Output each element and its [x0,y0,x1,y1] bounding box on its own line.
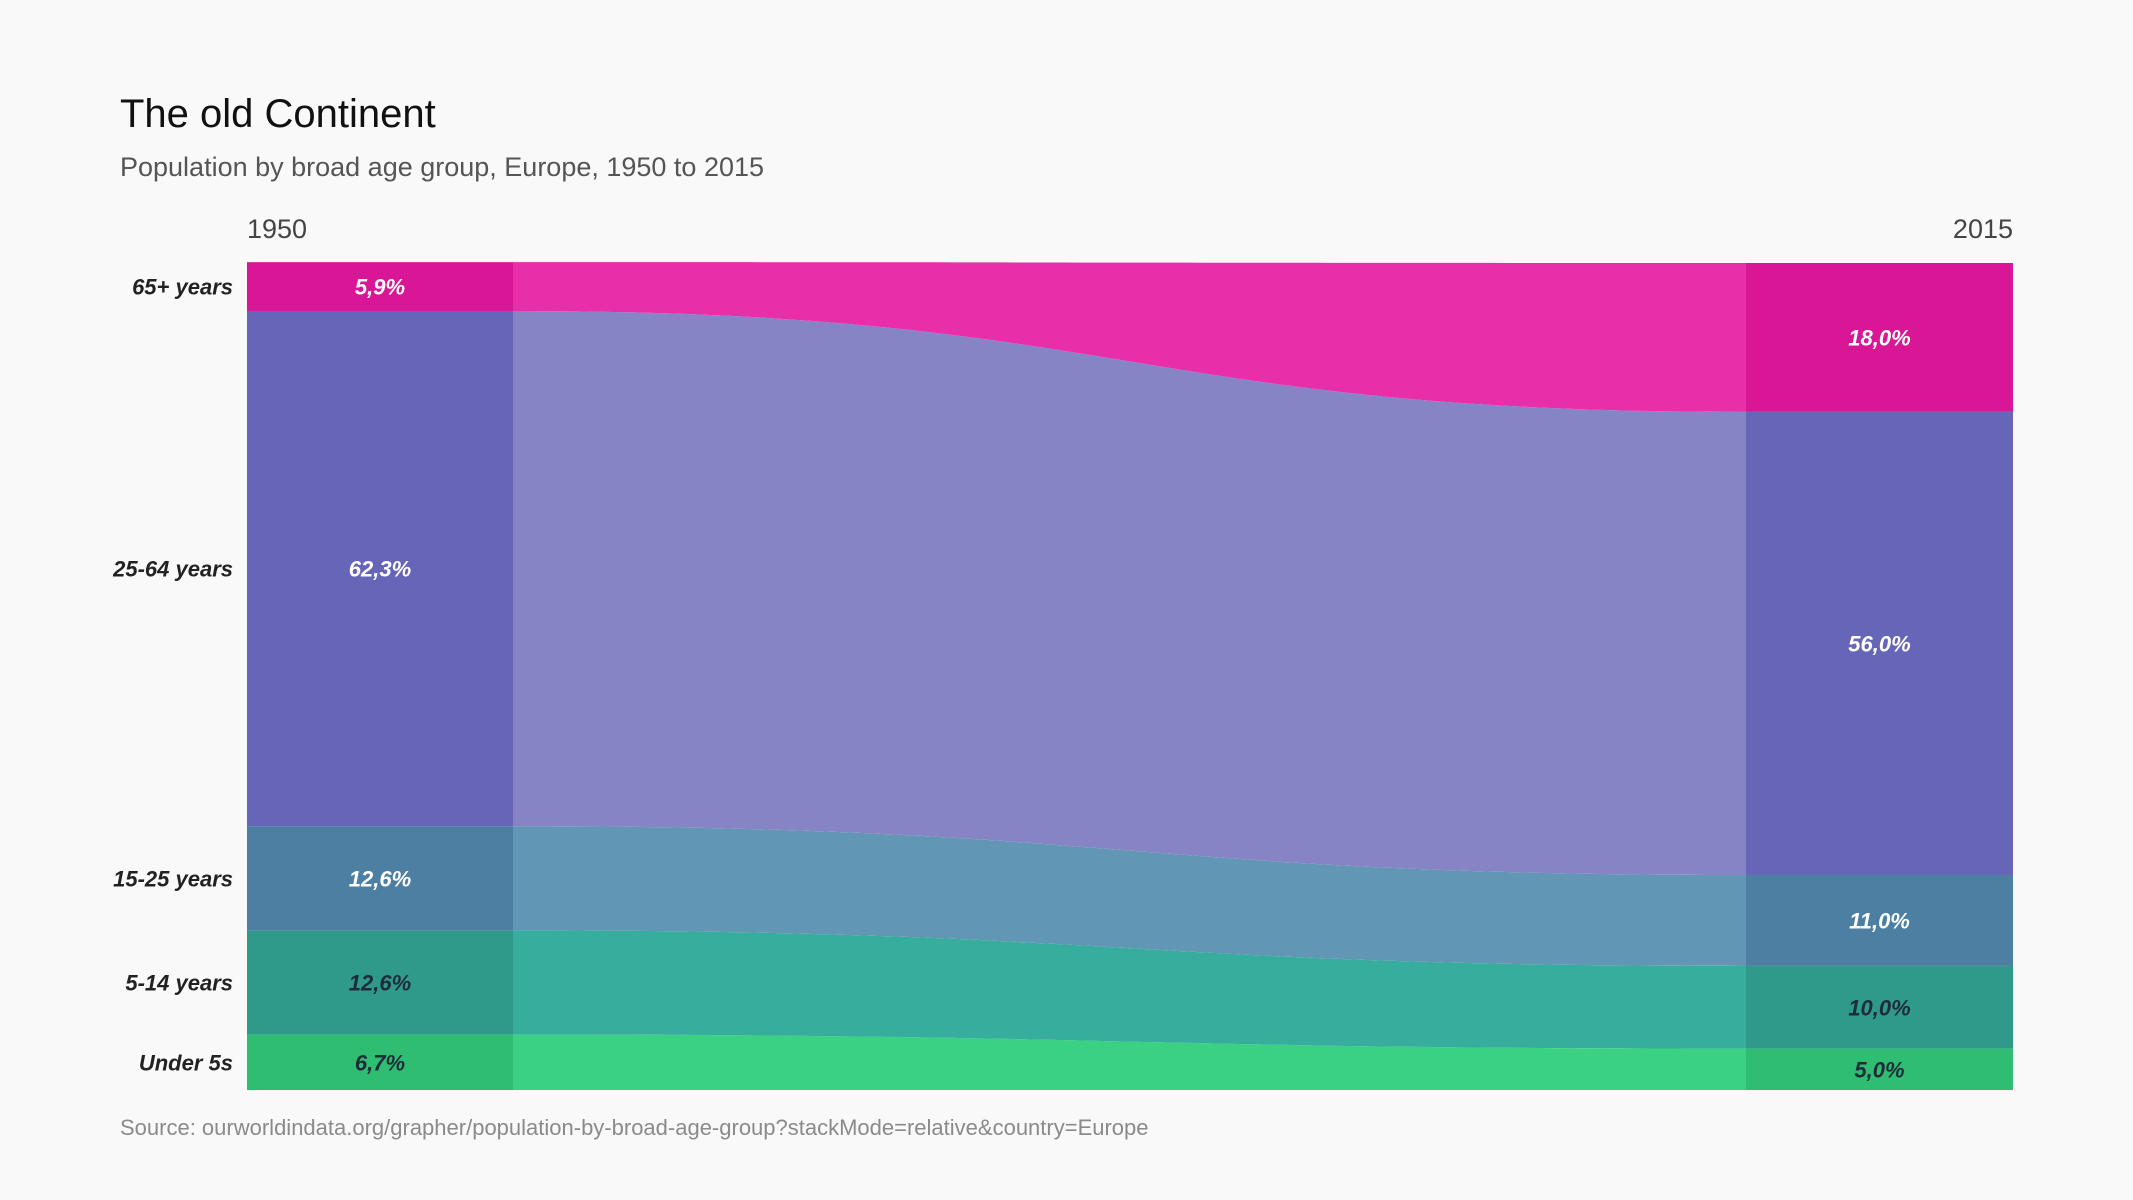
category-label-25-64-years: 25-64 years [112,557,233,582]
category-label-15-25-years: 15-25 years [113,866,233,891]
bar-2015-under-5s [1746,1048,2013,1090]
flow-5-14-years [513,930,1746,1049]
bar-2015-15-25-years [1746,874,2013,966]
flow-15-25-years [513,826,1746,966]
stacked-bars [247,262,2013,1090]
chart-subtitle: Population by broad age group, Europe, 1… [120,152,764,182]
bar-1950-15-25-years [247,826,513,931]
value-labels: 6,7% 5,0% 12,6% 10,0% 12,6% 11,0% 62,3% 56,0% 5,… [349,275,1911,1083]
value-label-1950-15-25-years: 12,6% [349,866,411,891]
flow-25-64-years [513,310,1746,875]
source-note: Source: ourworldindata.org/grapher/popul… [120,1115,1149,1140]
flow-under-5s [513,1034,1746,1090]
category-label-65-years: 65+ years [132,275,233,300]
value-label-1950-65-years: 5,9% [355,275,405,300]
value-label-1950-25-64-years: 62,3% [349,557,411,582]
chart-title: The old Continent [120,92,436,136]
category-labels: Under 5s 5-14 years 15-25 years 25-64 years… [112,275,233,1076]
bar-2015-65-years [1746,263,2013,412]
value-label-2015-25-64-years: 56,0% [1848,631,1910,656]
value-label-2015-5-14-years: 10,0% [1848,995,1910,1020]
bar-1950-5-14-years [247,930,513,1035]
value-label-2015-under-5s: 5,0% [1854,1057,1904,1082]
flow-65-years [513,262,1746,412]
bar-1950-under-5s [247,1034,513,1090]
value-label-1950-5-14-years: 12,6% [349,970,411,995]
value-label-1950-under-5s: 6,7% [355,1050,405,1075]
bar-2015-25-64-years [1746,411,2013,875]
bar-1950-25-64-years [247,310,513,827]
category-label-under-5s: Under 5s [139,1050,233,1075]
bar-2015-5-14-years [1746,965,2013,1049]
flow-areas [513,262,1746,1090]
year-start-label: 1950 [247,214,307,244]
category-label-5-14-years: 5-14 years [125,970,233,995]
value-label-2015-65-years: 18,0% [1848,325,1910,350]
value-label-2015-15-25-years: 11,0% [1849,908,1910,933]
bar-1950-65-years [247,262,513,311]
year-end-label: 2015 [1953,214,2013,244]
